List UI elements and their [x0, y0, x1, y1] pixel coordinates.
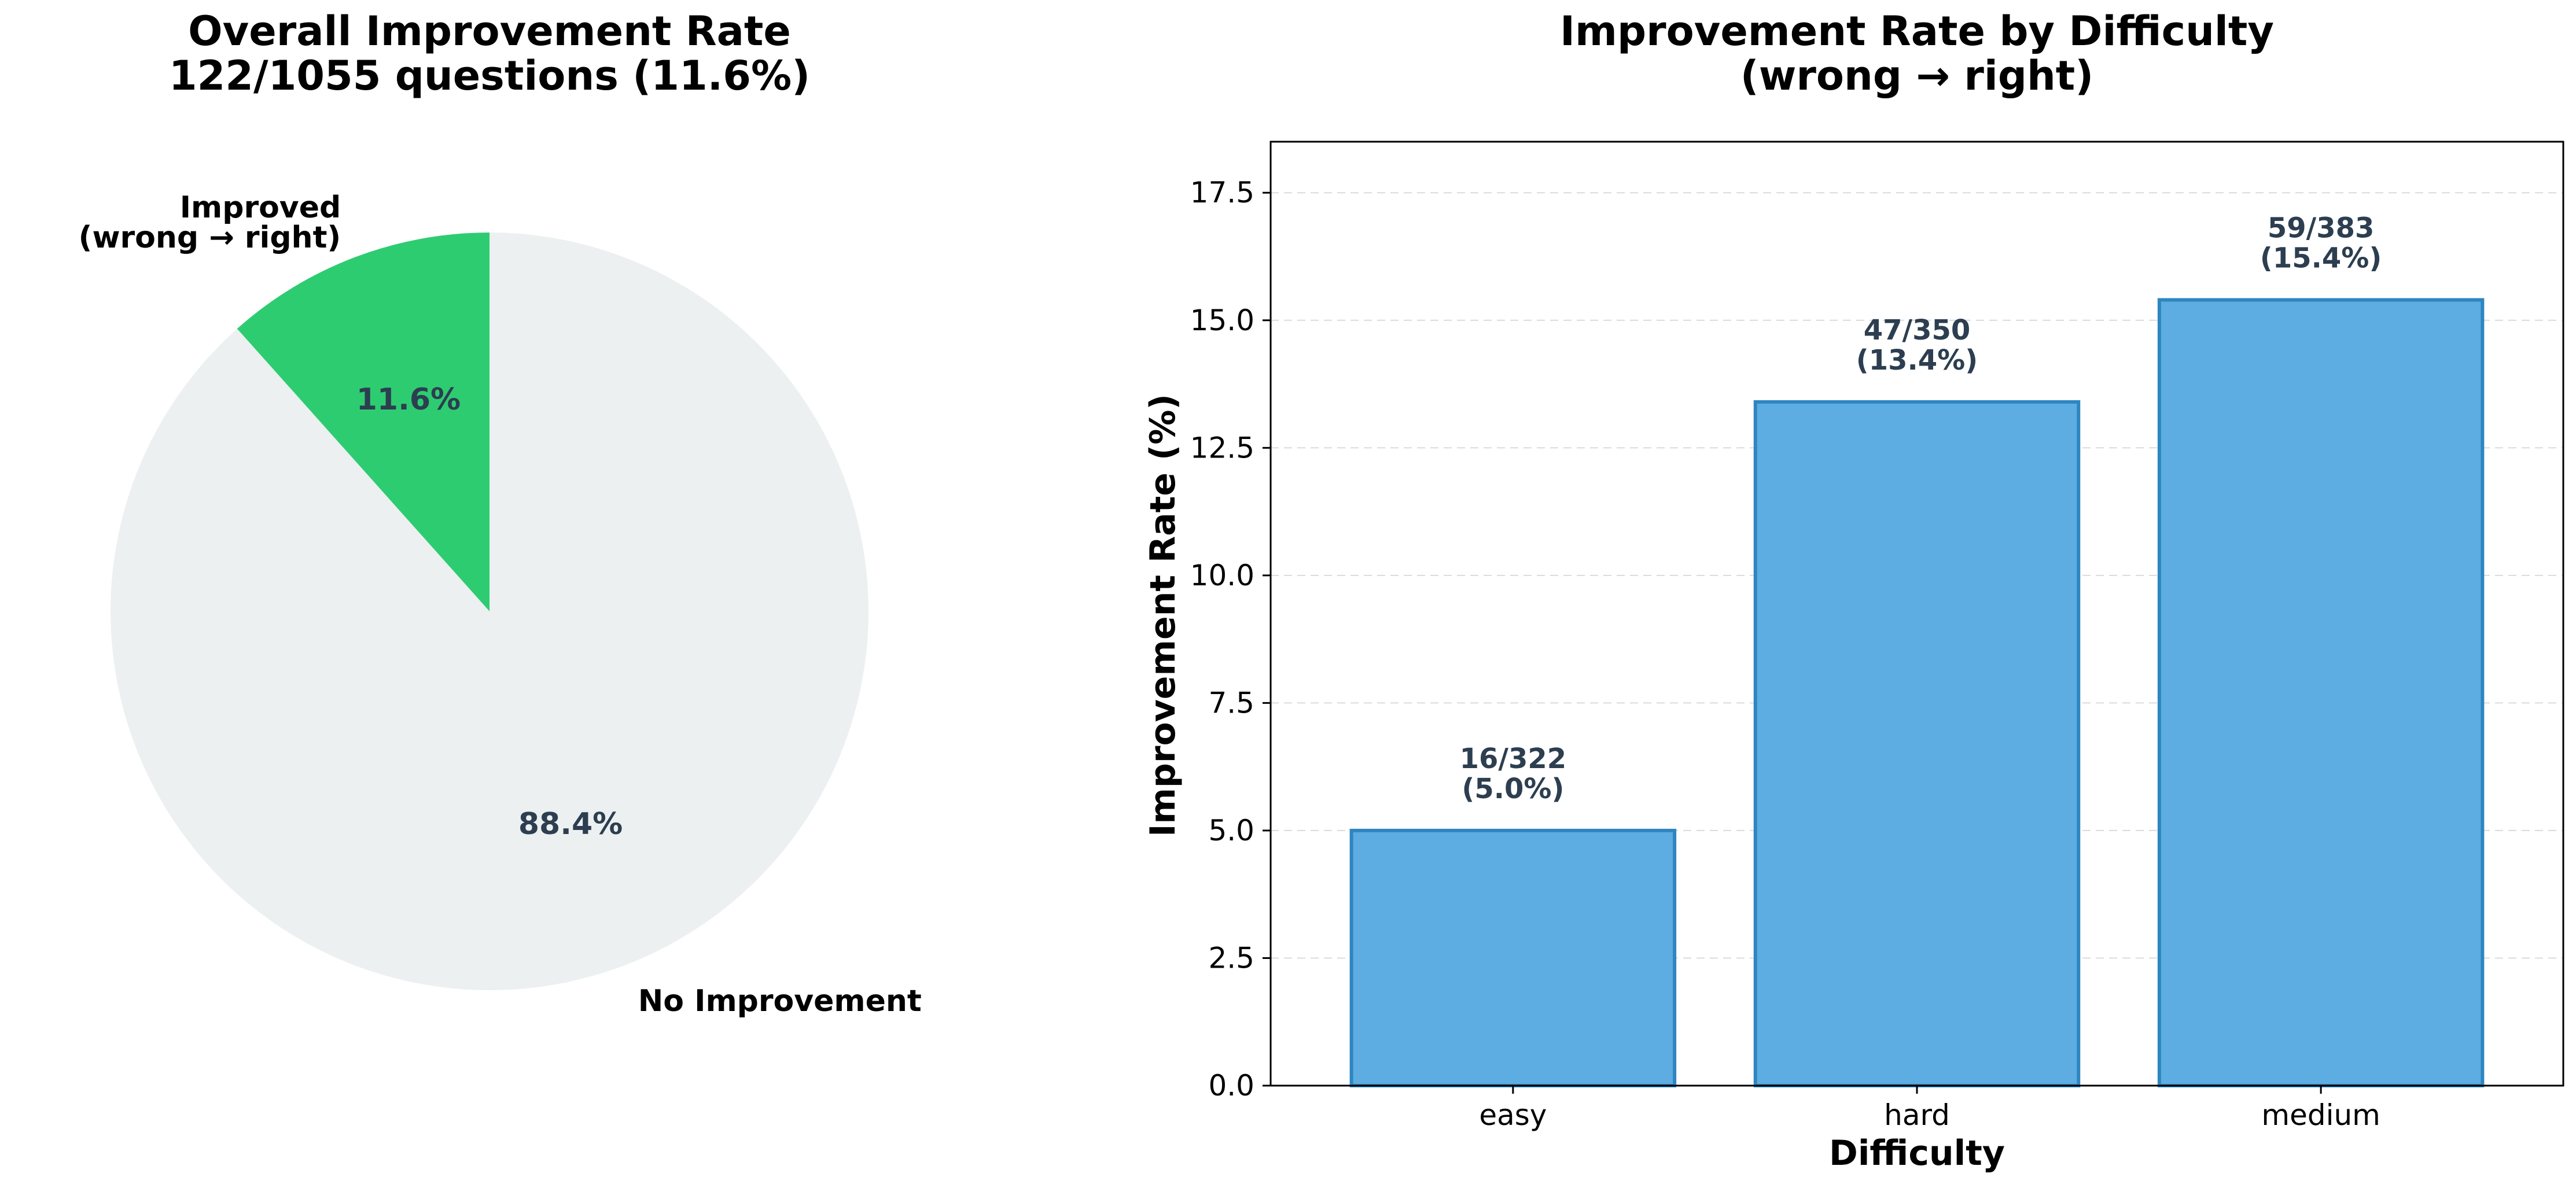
- pie-slice-no-improvement: [110, 233, 869, 991]
- bar-chart: Improvement Rate by Difficulty (wrong → …: [1143, 8, 2564, 1174]
- bar-easy: [1349, 828, 1677, 1088]
- y-tick-label: 10.0: [1190, 559, 1254, 592]
- bar-value-label-easy: 16/322 (5.0%): [1460, 743, 1567, 805]
- y-tick-label: 0.0: [1208, 1069, 1254, 1102]
- bar-hard: [1753, 400, 2081, 1087]
- pie-pct-label-no-improvement: 88.4%: [518, 807, 623, 842]
- x-tick-label-hard: hard: [1884, 1098, 1950, 1132]
- plot-frame: [1269, 141, 2564, 1087]
- y-tick-label: 17.5: [1190, 176, 1254, 209]
- bar-value-label-medium: 59/383 (15.4%): [2260, 212, 2382, 274]
- y-tick-label: 12.5: [1190, 431, 1254, 464]
- pie-pct-label-improved: 11.6%: [356, 382, 461, 417]
- y-axis-title: Improvement Rate (%): [1143, 394, 1183, 837]
- bar-medium: [2157, 298, 2485, 1088]
- y-tick-label: 2.5: [1208, 941, 1254, 975]
- pie-chart: Overall Improvement Rate 122/1055 questi…: [79, 8, 922, 1019]
- y-tick-label: 7.5: [1208, 686, 1254, 720]
- x-axis: easy hard medium: [1479, 1086, 2380, 1132]
- y-tick-label: 15.0: [1190, 304, 1254, 337]
- x-tick-label-medium: medium: [2261, 1098, 2380, 1132]
- y-axis: 0.0 2.5 5.0 7.5 10.0 12.5 15.0 17.5: [1190, 176, 1271, 1102]
- pie-slice-improved: [237, 233, 490, 611]
- bar-title-line-1: Improvement Rate by Difficulty: [1560, 8, 2274, 55]
- pie-labels: 11.6% Improved (wrong → right) 88.4% No Impr…: [79, 190, 922, 1019]
- x-tick-label-easy: easy: [1479, 1098, 1547, 1132]
- pie-slices: [110, 233, 869, 991]
- bar-value-labels: 16/322 (5.0%) 47/350 (13.4%) 59/383 (15.4%): [1460, 212, 2382, 805]
- y-tick-label: 5.0: [1208, 814, 1254, 847]
- pie-title-line-2: 122/1055 questions (11.6%): [169, 52, 810, 99]
- x-axis-title: Difficulty: [1829, 1133, 2005, 1174]
- bar-title-line-2: (wrong → right): [1740, 52, 2094, 99]
- pie-label-improved: Improved (wrong → right): [79, 190, 341, 255]
- pie-title-line-1: Overall Improvement Rate: [188, 8, 791, 55]
- bar-value-label-hard: 47/350 (13.4%): [1856, 314, 1978, 377]
- pie-label-no-improvement: No Improvement: [638, 984, 922, 1019]
- bar-series: [1349, 298, 2485, 1088]
